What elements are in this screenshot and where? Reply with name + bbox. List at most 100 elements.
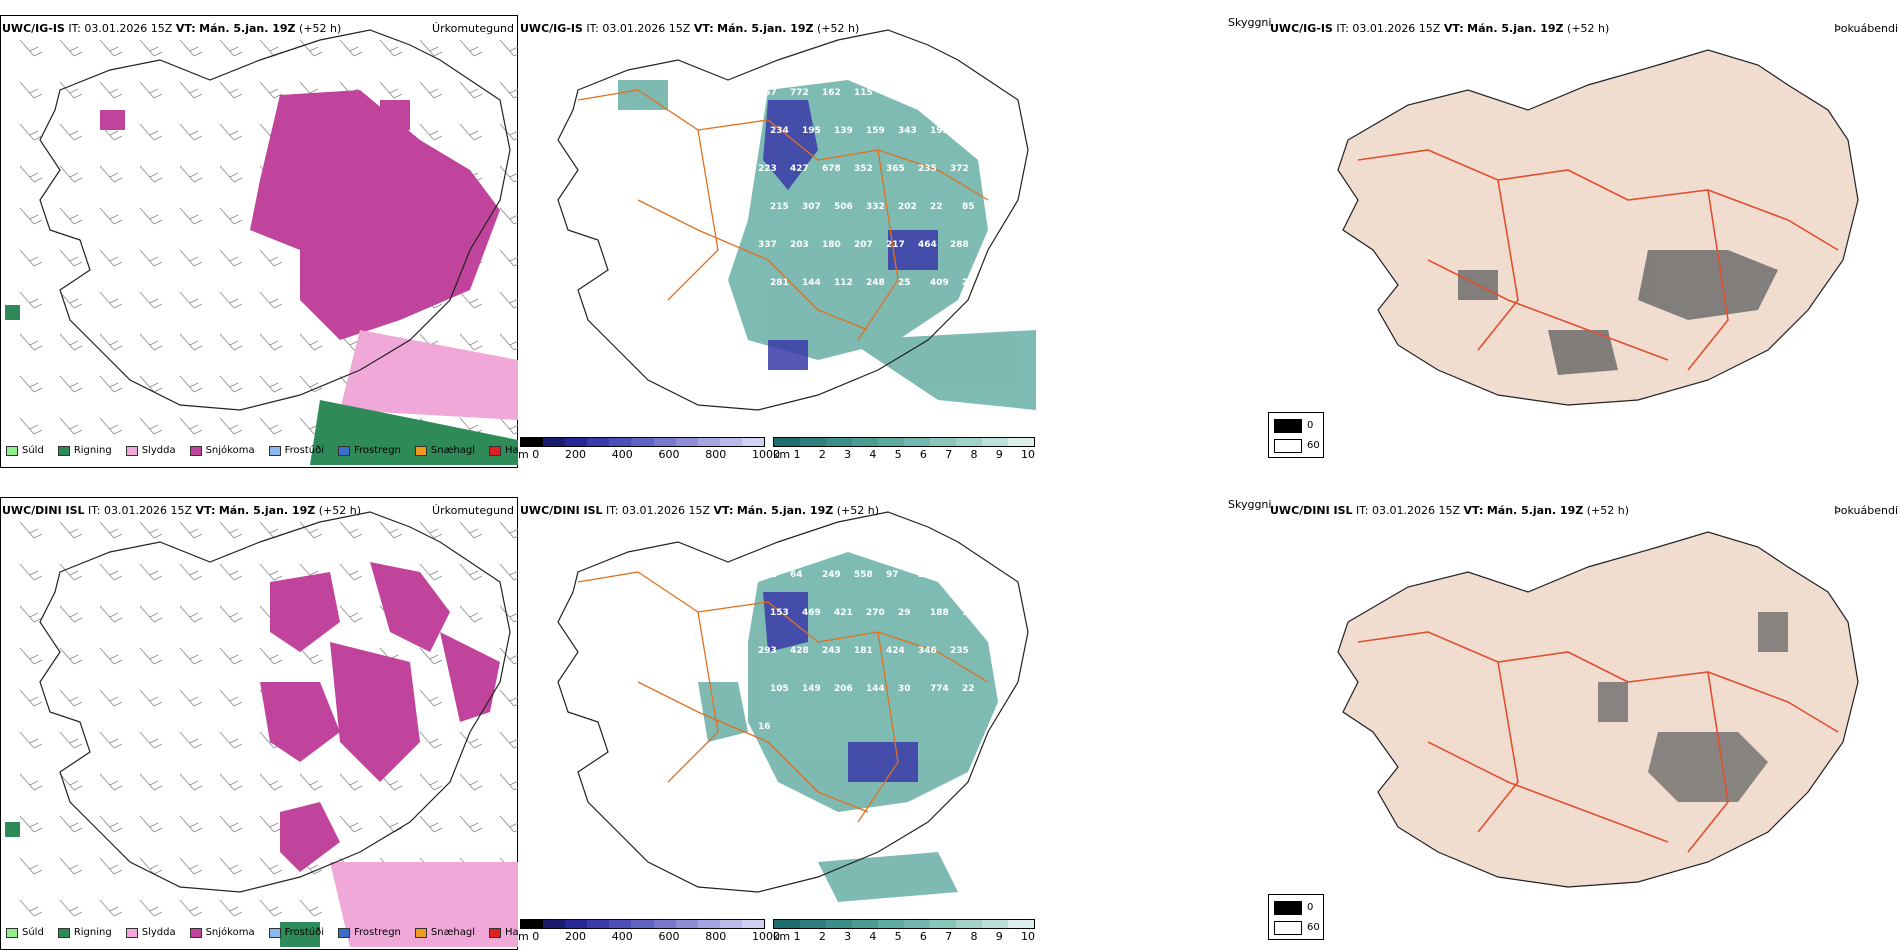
wind-barb (59, 417, 83, 435)
peak-elevation-label: 428 (790, 646, 809, 656)
colorbar-segment-5 (904, 438, 930, 446)
wind-barb (499, 689, 518, 707)
wind-barb (19, 165, 43, 183)
peak-elevation-label: 469 (802, 608, 821, 618)
colorbar-segment-7 (675, 438, 698, 446)
precip-map-row1 (0, 15, 518, 468)
peak-elevation-label: 144 (866, 684, 885, 694)
elevation-ticks-row2: m 0 200 400 600 800 1000 (518, 930, 780, 943)
wind-barb (219, 207, 243, 225)
legend-label: Snæhagl (430, 445, 476, 456)
legend-label: Súld (22, 445, 44, 456)
wind-barb (179, 81, 203, 99)
roads-fog-row2 (1357, 631, 1839, 853)
colorbar-segment-8 (982, 438, 1008, 446)
wind-barb (499, 647, 518, 665)
legend-label: Frostúði (284, 927, 324, 938)
colorbar-segment-8 (697, 438, 720, 446)
legend-label: Rigning (73, 445, 112, 456)
precip-panel-row2: UWC/DINI ISL IT: 03.01.2026 15Z VT: Mán.… (0, 482, 518, 950)
wind-barb (99, 333, 123, 351)
low-vis-areas-row2 (698, 552, 998, 902)
colorbar-segment-1 (800, 438, 826, 446)
colorbar-segment-2 (565, 438, 588, 446)
peak-elevation-label: 112 (834, 278, 853, 288)
wind-barb (499, 39, 518, 57)
peak-elevation-label: 97 (886, 570, 899, 580)
colorbar-segment-8 (982, 920, 1008, 928)
wind-barb (499, 123, 518, 141)
wind-barb (259, 563, 283, 581)
wind-barb (379, 39, 403, 57)
wind-barb (179, 123, 203, 141)
rain-areas-row2 (5, 822, 320, 947)
legend-item-6: Snæhagl (414, 445, 476, 456)
legend-item-2: Slydda (125, 927, 176, 938)
visibility-panel-row1: UWC/IG-IS IT: 03.01.2026 15Z VT: Mán. 5.… (518, 0, 1036, 468)
wind-barb (19, 605, 43, 623)
peak-elevation-label: 409 (930, 278, 949, 288)
wind-barb (19, 81, 43, 99)
wind-barb (459, 521, 483, 539)
wind-barb (99, 563, 123, 581)
colorbar-segment-9 (1008, 438, 1034, 446)
snow-areas-row2 (260, 562, 500, 872)
precip-panel-row1: UWC/IG-IS IT: 03.01.2026 15Z VT: Mán. 5.… (0, 0, 518, 468)
peak-elevation-label: 217 (886, 240, 905, 250)
legend-item-7: Haglél (489, 927, 518, 938)
wind-barb (459, 815, 483, 833)
wind-barb (299, 899, 323, 917)
wind-barb (419, 39, 443, 57)
colorbar-segment-6 (653, 920, 676, 928)
colorbar-segment-5 (631, 438, 654, 446)
wind-barb (59, 165, 83, 183)
wind-barb (19, 815, 43, 833)
iceland-outline-row1 (39, 29, 511, 411)
wind-barb (59, 857, 83, 875)
wind-barb (99, 605, 123, 623)
peak-elevation-label: 332 (866, 202, 885, 212)
colorbar-segment-5 (904, 920, 930, 928)
wind-barb (179, 731, 203, 749)
wind-barb (59, 333, 83, 351)
iceland-roads-row2 (577, 571, 989, 823)
legend-label: Haglél (505, 445, 518, 456)
wind-barb (419, 731, 443, 749)
wind-barb (99, 249, 123, 267)
precip-title-row2: Úrkomutegund (432, 504, 514, 517)
wind-barb (219, 123, 243, 141)
wind-barb (419, 521, 443, 539)
wind-barb (219, 647, 243, 665)
iceland-outline-row2 (39, 511, 511, 893)
legend-swatch (489, 927, 502, 938)
legend-swatch (268, 445, 281, 456)
wind-barb (59, 207, 83, 225)
wind-barb (19, 375, 43, 393)
wind-barb (19, 731, 43, 749)
wind-barb (419, 647, 443, 665)
legend-swatch (189, 445, 202, 456)
wind-barb (19, 207, 43, 225)
vis-title-row2: Skyggni (1228, 498, 1272, 511)
fog-map-svg-row2 (1337, 531, 1859, 888)
colorbar-segment-4 (878, 438, 904, 446)
wind-barb (99, 815, 123, 833)
colorbar-segment-6 (930, 438, 956, 446)
wind-barb (259, 417, 283, 435)
sleet-areas-row2 (330, 862, 518, 947)
colorbar-segment-0 (774, 438, 800, 446)
legend-label: Slydda (141, 445, 176, 456)
fog-legend-row1: 0 60 (1268, 412, 1324, 458)
peak-elevation-label: 290 (886, 88, 905, 98)
peak-elevation-label: 2 (962, 278, 968, 288)
wind-barb (59, 731, 83, 749)
wind-barb (99, 773, 123, 791)
wind-barb (259, 81, 283, 99)
colorbar-segment-1 (543, 438, 566, 446)
wind-barb (19, 689, 43, 707)
colorbar-segment-2 (826, 920, 852, 928)
fog-panel-row2: UWC/DINI ISL IT: 03.01.2026 15Z VT: Mán.… (1268, 482, 1900, 950)
wind-barb (99, 291, 123, 309)
wind-barb (59, 815, 83, 833)
wind-barb (499, 773, 518, 791)
